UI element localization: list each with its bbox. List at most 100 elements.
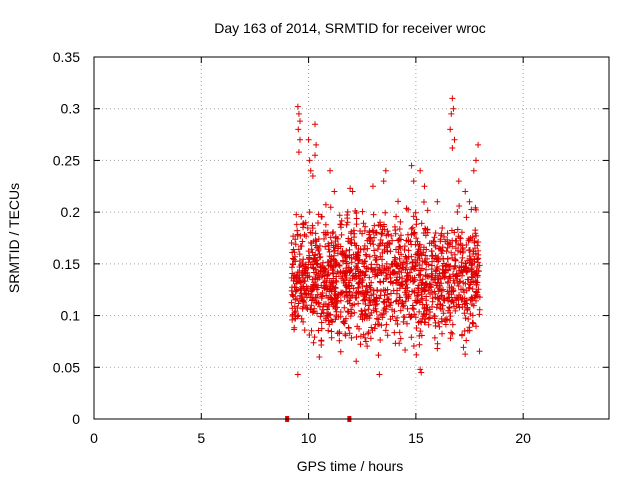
data-point [474, 289, 481, 296]
data-point [397, 307, 404, 314]
data-point [336, 262, 343, 269]
data-point [355, 300, 362, 307]
data-point [417, 328, 424, 335]
data-point [328, 334, 335, 341]
data-point [365, 265, 372, 272]
data-point [359, 283, 366, 290]
data-point [358, 279, 365, 286]
data-point [441, 297, 448, 304]
data-point [373, 261, 380, 268]
data-point [451, 263, 458, 270]
data-point [340, 258, 347, 265]
data-point [461, 289, 468, 296]
data-point [415, 285, 422, 292]
data-point [450, 105, 457, 112]
data-point [299, 238, 306, 245]
data-point [306, 157, 313, 164]
y-tick-label: 0.05 [53, 359, 80, 375]
data-point [301, 327, 308, 334]
data-point [456, 304, 463, 311]
data-point [442, 321, 449, 328]
data-point [331, 295, 338, 302]
data-point [432, 243, 439, 250]
data-point [456, 202, 463, 209]
data-point [322, 221, 329, 228]
data-point [329, 269, 336, 276]
data-point [311, 297, 318, 304]
data-point [319, 263, 326, 270]
data-point [453, 272, 460, 279]
y-tick-label: 0.25 [53, 152, 80, 168]
x-tick-label: 10 [301, 430, 317, 446]
data-point [375, 266, 382, 273]
data-point [379, 230, 386, 237]
data-point [394, 314, 401, 321]
data-point [401, 289, 408, 296]
data-point [409, 224, 416, 231]
data-point [353, 334, 360, 341]
data-point [411, 265, 418, 272]
data-point [443, 248, 450, 255]
data-point [332, 277, 339, 284]
data-point [397, 218, 404, 225]
data-point [292, 241, 299, 248]
data-point [466, 198, 473, 205]
data-point [295, 126, 302, 133]
data-point [295, 312, 302, 319]
data-point [470, 167, 477, 174]
data-point [309, 261, 316, 268]
data-point [309, 283, 316, 290]
data-point [466, 237, 473, 244]
data-point [332, 234, 339, 241]
data-point [459, 331, 466, 338]
data-point [327, 167, 334, 174]
data-point [327, 234, 334, 241]
data-point [448, 249, 455, 256]
data-point [298, 213, 305, 220]
data-point [322, 201, 329, 208]
data-point [313, 294, 320, 301]
data-point [317, 253, 324, 260]
data-point [401, 243, 408, 250]
data-point [433, 263, 440, 270]
data-point [437, 246, 444, 253]
data-points [288, 95, 483, 378]
data-point [432, 322, 439, 329]
data-point [402, 298, 409, 305]
data-point [467, 279, 474, 286]
data-point [356, 268, 363, 275]
data-point [396, 236, 403, 243]
data-point [471, 294, 478, 301]
data-point [301, 231, 308, 238]
data-point [332, 285, 339, 292]
data-point [388, 290, 395, 297]
data-point [340, 319, 347, 326]
data-point [389, 306, 396, 313]
data-point [435, 285, 442, 292]
data-point [473, 271, 480, 278]
data-point [382, 209, 389, 216]
y-axis-title: SRMTID / TECUs [6, 183, 22, 293]
data-point [421, 305, 428, 312]
data-point [354, 253, 361, 260]
data-point [455, 178, 462, 185]
data-point [338, 251, 345, 258]
data-point [471, 256, 478, 263]
data-point [294, 269, 301, 276]
data-point [387, 316, 394, 323]
data-point [345, 279, 352, 286]
data-point [361, 227, 368, 234]
data-point [423, 311, 430, 318]
data-point [309, 172, 316, 179]
data-point [348, 334, 355, 341]
data-point [381, 299, 388, 306]
data-point [440, 270, 447, 277]
data-point [394, 279, 401, 286]
data-point [466, 285, 473, 292]
y-tick-label: 0.35 [53, 49, 80, 65]
data-point [348, 293, 355, 300]
data-point [330, 256, 337, 263]
data-point [454, 273, 461, 280]
data-point [373, 229, 380, 236]
data-point [399, 303, 406, 310]
